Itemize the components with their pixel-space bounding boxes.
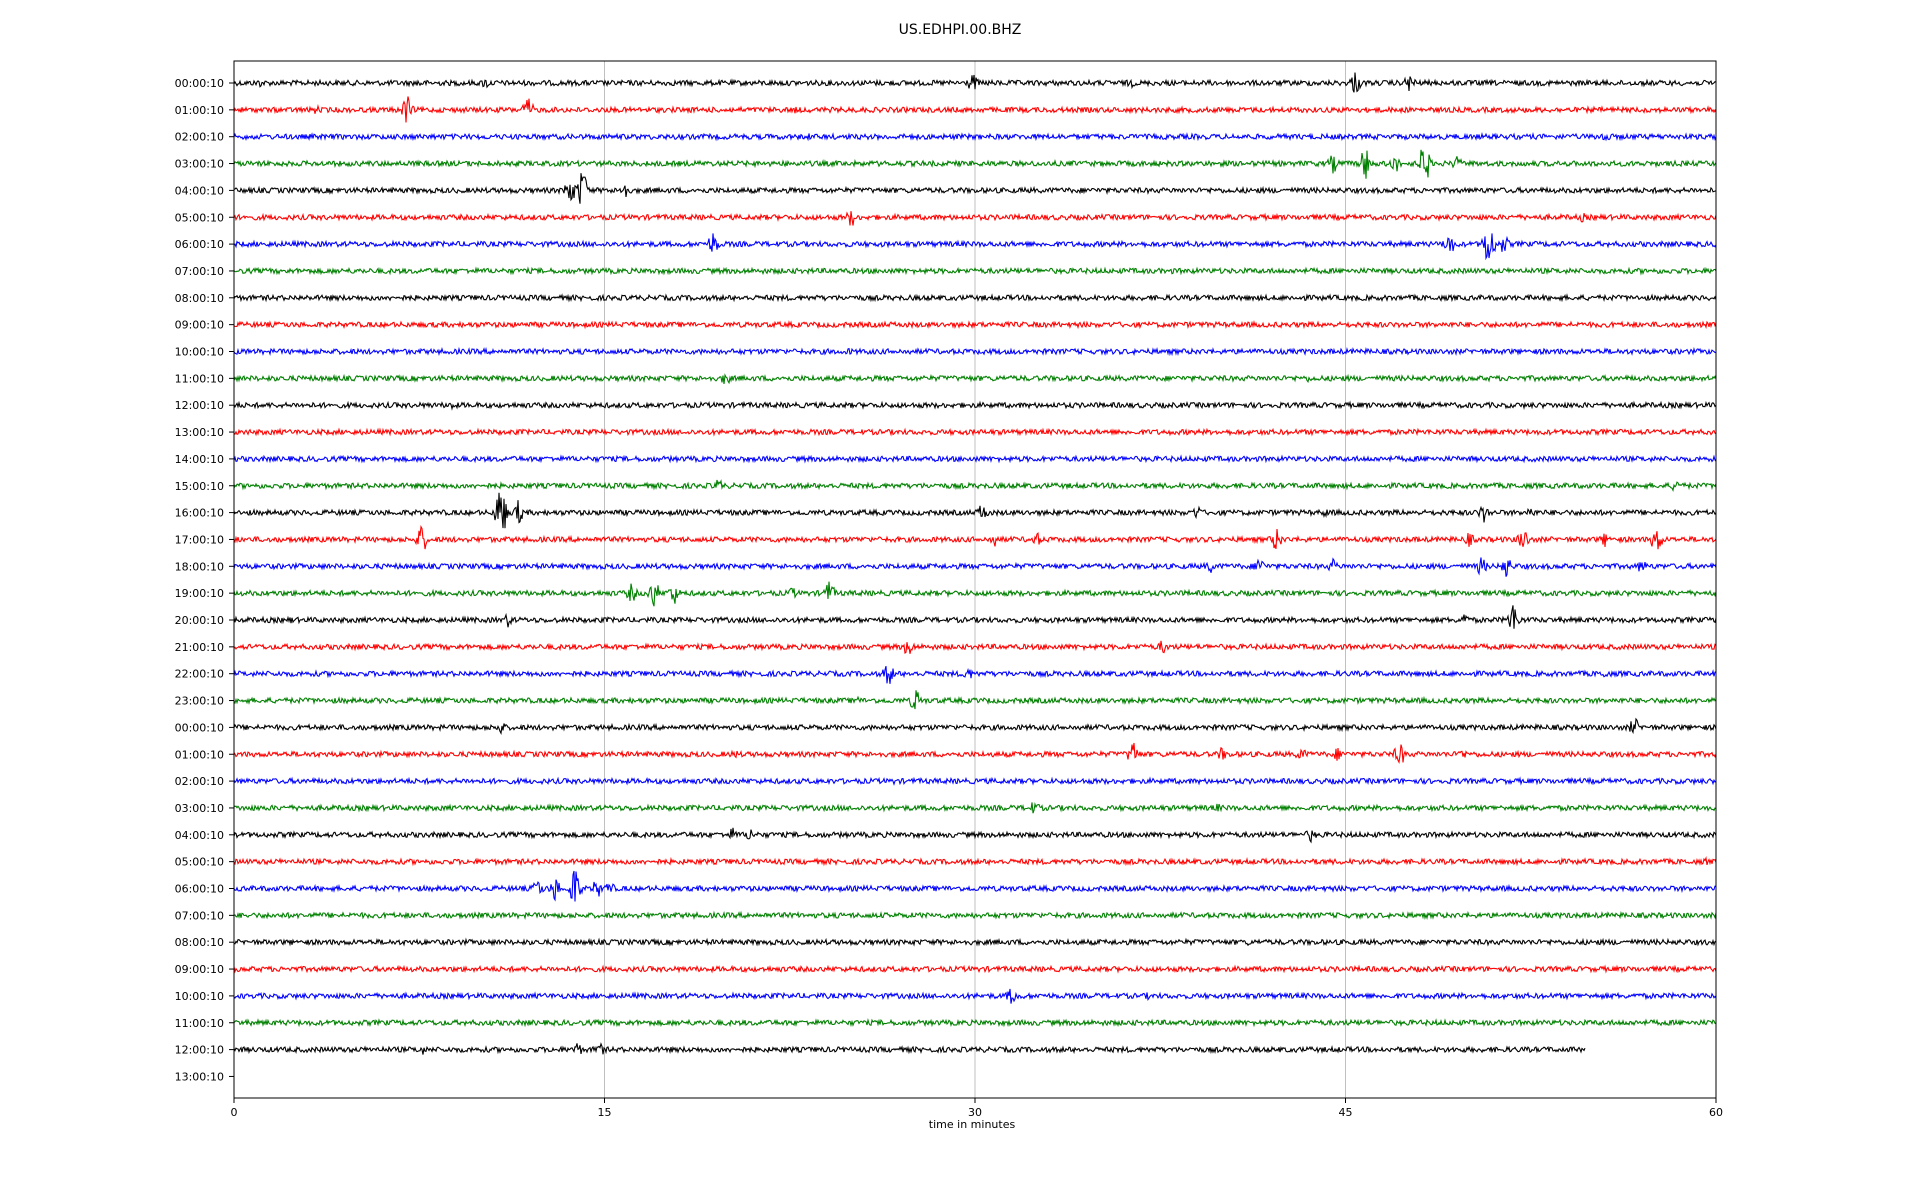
seismic-trace <box>233 964 1717 974</box>
row-time-label: 09:00:10 <box>175 963 224 976</box>
x-tick-label: 60 <box>1709 1106 1723 1119</box>
x-tick-label: 15 <box>598 1106 612 1119</box>
x-tick-label: 45 <box>1339 1106 1353 1119</box>
chart-title: US.EDHPI.00.BHZ <box>899 22 1022 38</box>
seismic-trace <box>233 96 1717 123</box>
seismic-trace <box>233 640 1717 654</box>
row-time-label: 04:00:10 <box>175 829 224 842</box>
seismic-trace <box>233 211 1717 226</box>
row-time-label: 14:00:10 <box>175 453 224 466</box>
seismic-trace <box>233 581 1717 607</box>
seismic-trace <box>233 131 1717 142</box>
row-time-label: 06:00:10 <box>175 238 224 251</box>
row-time-label: 10:00:10 <box>175 346 224 359</box>
row-time-label: 12:00:10 <box>175 1044 224 1057</box>
row-time-label: 08:00:10 <box>175 292 224 305</box>
x-tick-label: 0 <box>231 1106 238 1119</box>
row-time-label: 01:00:10 <box>175 748 224 761</box>
seismic-trace <box>233 988 1717 1004</box>
row-time-label: 20:00:10 <box>175 614 224 627</box>
seismic-trace <box>233 856 1717 867</box>
seismic-trace <box>233 557 1717 577</box>
seismic-trace <box>233 400 1717 411</box>
row-time-label: 02:00:10 <box>175 775 224 788</box>
row-time-label: 17:00:10 <box>175 533 224 546</box>
row-time-label: 23:00:10 <box>175 695 224 708</box>
seismic-trace <box>233 427 1717 437</box>
seismic-trace <box>233 149 1717 179</box>
row-time-label: 15:00:10 <box>175 480 224 493</box>
row-time-label: 16:00:10 <box>175 507 224 520</box>
seismic-trace <box>233 479 1717 492</box>
traces <box>233 72 1717 1055</box>
row-time-label: 13:00:10 <box>175 1070 224 1083</box>
row-time-label: 07:00:10 <box>175 265 224 278</box>
row-time-label: 10:00:10 <box>175 990 224 1003</box>
seismic-trace <box>233 1018 1717 1028</box>
seismic-trace <box>233 870 1716 902</box>
seismic-trace <box>233 454 1717 464</box>
seismic-trace <box>233 233 1717 261</box>
row-time-label: 05:00:10 <box>175 211 224 224</box>
seismic-trace <box>233 525 1717 550</box>
row-time-label: 18:00:10 <box>175 560 224 573</box>
row-time-label: 08:00:10 <box>175 936 224 949</box>
seismic-trace <box>233 1042 1586 1055</box>
x-tick-label: 30 <box>968 1106 982 1119</box>
row-time-label: 05:00:10 <box>175 856 224 869</box>
row-time-label: 03:00:10 <box>175 158 224 171</box>
seismic-trace <box>233 293 1717 303</box>
seismic-trace <box>233 827 1717 844</box>
seismic-trace <box>233 605 1717 629</box>
seismic-trace <box>233 266 1717 276</box>
row-time-label: 13:00:10 <box>175 426 224 439</box>
row-time-label: 19:00:10 <box>175 587 224 600</box>
row-time-label: 07:00:10 <box>175 909 224 922</box>
row-time-label: 06:00:10 <box>175 883 224 896</box>
row-time-label: 02:00:10 <box>175 131 224 144</box>
seismic-trace <box>233 937 1717 947</box>
row-time-label: 04:00:10 <box>175 184 224 197</box>
row-time-label: 03:00:10 <box>175 802 224 815</box>
seismic-trace <box>233 690 1717 710</box>
seismic-trace <box>233 72 1717 93</box>
seismic-trace <box>233 776 1717 786</box>
row-time-label: 00:00:10 <box>175 721 224 734</box>
row-labels: 00:00:10 01:00:10 02:00:10 03:00:10 04:00:10… <box>175 77 234 1083</box>
seismic-trace <box>233 319 1717 330</box>
seismic-trace <box>233 666 1717 684</box>
row-time-label: 22:00:10 <box>175 668 224 681</box>
seismic-trace <box>233 742 1717 764</box>
seismic-trace <box>233 173 1717 204</box>
row-time-label: 01:00:10 <box>175 104 224 117</box>
seismic-trace <box>233 373 1717 385</box>
seismic-trace <box>233 802 1717 814</box>
x-axis-label: time in minutes <box>929 1118 1016 1131</box>
seismic-trace <box>233 910 1717 921</box>
row-time-label: 11:00:10 <box>175 1017 224 1030</box>
seismic-trace <box>233 717 1717 735</box>
row-time-label: 09:00:10 <box>175 319 224 332</box>
seismic-trace <box>233 492 1717 529</box>
row-time-label: 12:00:10 <box>175 399 224 412</box>
row-time-label: 00:00:10 <box>175 77 224 90</box>
seismic-trace <box>233 346 1717 357</box>
x-axis: 0 15 30 45 60 <box>231 1098 1723 1119</box>
row-time-label: 21:00:10 <box>175 641 224 654</box>
grid-lines <box>604 61 1346 1098</box>
row-time-label: 11:00:10 <box>175 372 224 385</box>
